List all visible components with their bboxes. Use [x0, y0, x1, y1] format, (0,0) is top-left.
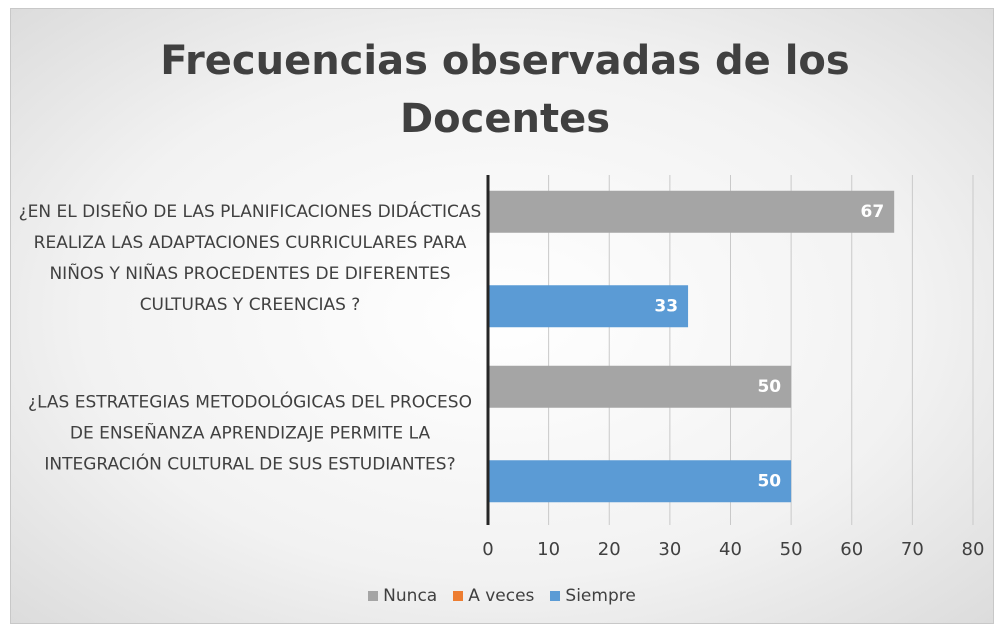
chart-title: Frecuencias observadas de los Docentes: [160, 38, 850, 142]
data-label: 67: [861, 202, 885, 222]
x-tick-label: 0: [482, 539, 493, 560]
legend-item: Siempre: [550, 586, 636, 606]
legend: Nunca A veces Siempre: [0, 586, 1004, 606]
legend-item: Nunca: [368, 586, 437, 606]
bar: [488, 460, 792, 503]
legend-label: Siempre: [565, 586, 636, 606]
legend-swatch: [368, 591, 379, 601]
y-tick-label: ¿EN EL DISEÑO DE LAS PLANIFICACIONES DID…: [18, 202, 482, 315]
legend-swatch: [550, 591, 561, 601]
bar: [488, 365, 792, 408]
x-tick-label: 70: [901, 539, 924, 560]
y-tick-label: ¿LAS ESTRATEGIAS METODOLÓGICAS DEL PROCE…: [28, 392, 472, 475]
x-tick-label: 30: [658, 539, 681, 560]
x-tick-label: 80: [962, 539, 985, 560]
legend-label: Nunca: [383, 586, 438, 606]
data-label: 33: [654, 296, 678, 316]
legend-item: A veces: [453, 586, 534, 606]
legend-swatch: [453, 591, 464, 601]
x-tick-label: 50: [780, 539, 803, 560]
x-tick-label: 20: [598, 539, 621, 560]
bar: [488, 190, 895, 233]
data-label: 50: [757, 471, 781, 491]
x-tick-label: 40: [719, 539, 742, 560]
legend-label: A veces: [468, 586, 535, 606]
x-tick-label: 60: [840, 539, 863, 560]
x-tick-label: 10: [537, 539, 560, 560]
data-label: 50: [757, 377, 781, 397]
bar: [488, 285, 689, 328]
